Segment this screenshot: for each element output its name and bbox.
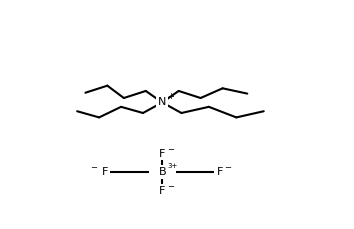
Text: F: F	[101, 167, 108, 177]
Text: −: −	[224, 163, 232, 172]
Text: −: −	[90, 163, 97, 172]
Text: N: N	[158, 97, 166, 107]
Text: −: −	[167, 145, 174, 154]
Text: −: −	[167, 182, 174, 191]
Text: F: F	[159, 185, 165, 196]
Text: 3+: 3+	[167, 164, 178, 169]
Text: F: F	[159, 149, 165, 158]
Text: B: B	[158, 167, 166, 177]
Text: F: F	[217, 167, 223, 177]
Text: +: +	[167, 92, 175, 101]
